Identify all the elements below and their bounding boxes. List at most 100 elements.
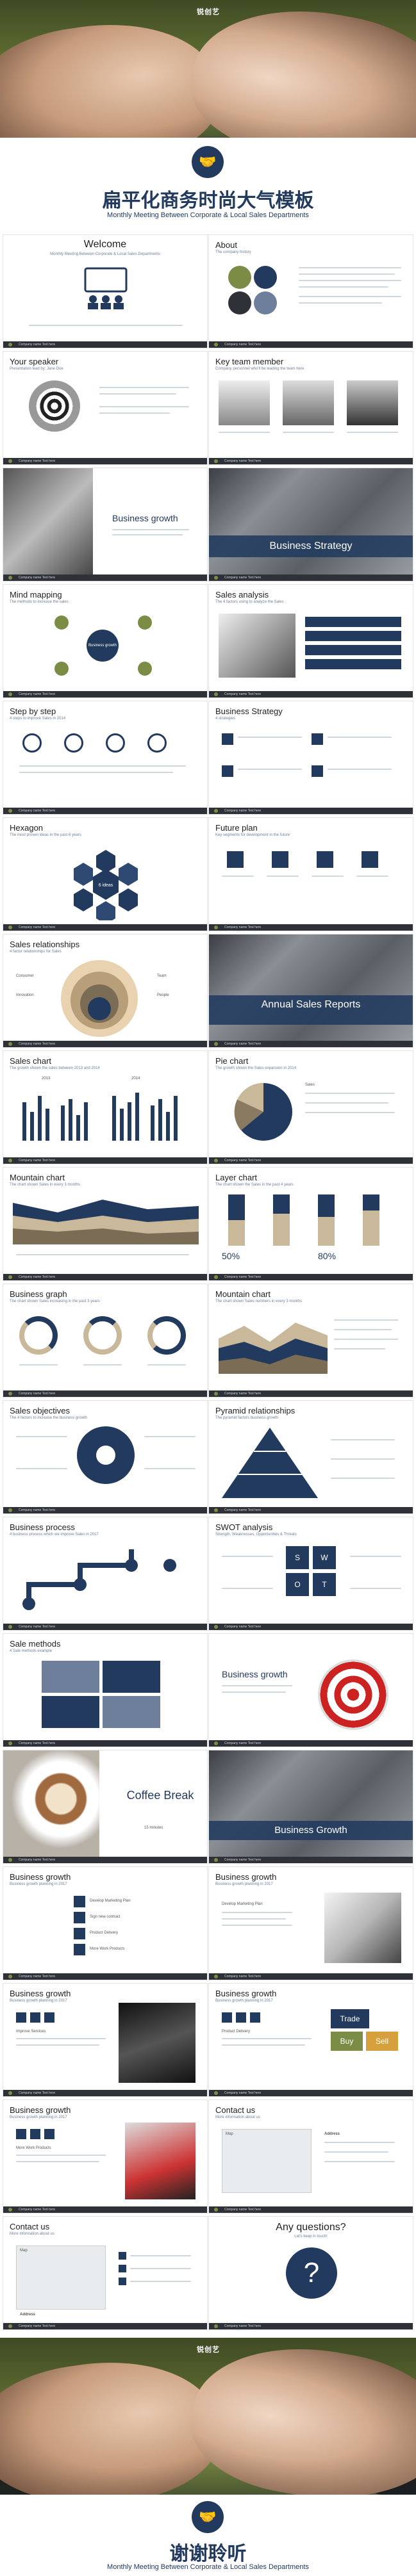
team-photo-3 xyxy=(347,380,398,425)
slide-subtitle: More information about us xyxy=(215,2115,260,2119)
slide-footer: Company name Text here xyxy=(3,691,207,697)
slide-business-growth-gears[interactable]: Business growth Company name Text here xyxy=(3,468,208,582)
slide-mind-mapping[interactable]: Mind mapping The methods to increase the… xyxy=(3,584,208,698)
map xyxy=(16,2246,106,2310)
slide-business-growth-list[interactable]: Business growth Business growth planning… xyxy=(3,1866,208,1980)
slide-key-team[interactable]: Key team member Company personnel who'll… xyxy=(208,351,413,465)
slide-title: Sales relationships xyxy=(10,940,80,949)
banner-title: Annual Sales Reports xyxy=(209,995,413,1025)
slide-subtitle: The 4 factors to increase the business g… xyxy=(10,1416,88,1420)
slide-subtitle: Business growth planning in 2017 xyxy=(10,1999,67,2003)
slide-footer: Company name Text here xyxy=(3,341,207,348)
slide-layer-chart[interactable]: Layer chart The chart shown the Sales in… xyxy=(208,1167,413,1281)
slide-hexagon[interactable]: Hexagon The most proven ideas in the pas… xyxy=(3,817,208,931)
slide-title: Contact us xyxy=(215,2105,256,2115)
slide-footer: Company name Text here xyxy=(209,1624,413,1630)
slide-business-strategy-4[interactable]: Business Strategy 4 strategies Company n… xyxy=(208,701,413,815)
closing-slide: 锐创艺 🤝 谢谢聆听 Monthly Meeting Between Corpo… xyxy=(0,2338,416,2576)
slide-title: Business growth xyxy=(10,2105,71,2115)
slide-pie-chart[interactable]: Pie chart The growth shown the Sales exp… xyxy=(208,1050,413,1164)
slide-title: Sales chart xyxy=(10,1056,52,1066)
slide-title: Business growth xyxy=(10,1872,71,1882)
stat-80: 80% xyxy=(318,1251,337,1261)
slide-footer: Company name Text here xyxy=(3,808,207,814)
slide-title: Step by step xyxy=(10,706,56,716)
slide-title: Business Strategy xyxy=(215,706,283,716)
pyramid-diagram xyxy=(222,1428,318,1498)
slide-subtitle: 4 business process which we improve Sale… xyxy=(10,1533,99,1537)
slide-footer: Company name Text here xyxy=(209,2206,413,2213)
slide-title: Mind mapping xyxy=(10,590,62,599)
slide-future-plan[interactable]: Future plan Key segments for development… xyxy=(208,817,413,931)
slide-title: Welcome xyxy=(83,239,127,250)
slide-sales-chart[interactable]: Sales chart The growth shown the sales b… xyxy=(3,1050,208,1164)
slide-mountain-chart-2[interactable]: Mountain chart The chart shown Sales num… xyxy=(208,1284,413,1398)
slide-contact-us-1[interactable]: Contact us More information about us Map… xyxy=(208,2099,413,2213)
slide-subtitle: Business growth planning in 2017 xyxy=(215,1882,273,1886)
slide-business-growth-keyboard[interactable]: Business growth Business growth planning… xyxy=(208,1983,413,2097)
slide-title: Pie chart xyxy=(215,1056,249,1066)
slide-footer: Company name Text here xyxy=(3,458,207,464)
slide-subtitle: The methods to increase the sales xyxy=(10,600,69,604)
slide-title: Hexagon xyxy=(10,823,44,833)
slide-business-growth-tech[interactable]: Business growth Business growth planning… xyxy=(3,1983,208,2097)
slide-footer: Company name Text here xyxy=(3,1857,207,1863)
slide-footer: Company name Text here xyxy=(209,1740,413,1747)
slide-welcome[interactable]: Welcome Monthly Meeting Between Corporat… xyxy=(3,234,208,348)
building-photo xyxy=(209,468,413,581)
slide-title: Contact us xyxy=(10,2222,50,2231)
slide-business-strategy-banner[interactable]: Business Strategy Company name Text here xyxy=(208,468,413,582)
slide-contact-us-2[interactable]: Contact us More information about us Map… xyxy=(3,2216,208,2330)
slide-footer: Company name Text here xyxy=(209,1973,413,1980)
pie-chart xyxy=(234,1082,292,1141)
stat-50: 50% xyxy=(222,1251,240,1261)
slide-title: Business growth xyxy=(112,513,178,523)
slide-business-process[interactable]: Business process 4 business process whic… xyxy=(3,1517,208,1631)
slide-business-growth-phone[interactable]: Business growth Business growth planning… xyxy=(3,2099,208,2213)
hand-right xyxy=(181,2338,416,2495)
slide-business-graph[interactable]: Business graph The chart shown Sales inc… xyxy=(3,1284,208,1398)
slide-sales-objectives[interactable]: Sales objectives The 4 factors to increa… xyxy=(3,1400,208,1514)
slide-annual-sales[interactable]: Annual Sales Reports Company name Text h… xyxy=(208,934,413,1048)
slide-sales-relationships[interactable]: Sales relationships 4 factor relationshi… xyxy=(3,934,208,1048)
slide-sale-methods[interactable]: Sale methods 4 Sale methods example Comp… xyxy=(3,1633,208,1747)
building-photo xyxy=(209,934,413,1047)
slide-footer: Company name Text here xyxy=(3,2323,207,2329)
slide-sales-analysis[interactable]: Sales analysis The 4 factors using to an… xyxy=(208,584,413,698)
slide-swot[interactable]: SWOT analysis Strength, Weaknesses, Oppo… xyxy=(208,1517,413,1631)
slide-pyramid[interactable]: Pyramid relationships The pyramid factor… xyxy=(208,1400,413,1514)
slide-business-growth-banner[interactable]: Business Growth Company name Text here xyxy=(208,1750,413,1864)
handshake-icon: 🤝 xyxy=(192,146,224,178)
slide-title: Layer chart xyxy=(215,1173,258,1182)
slide-business-growth-hands[interactable]: Business growth Business growth planning… xyxy=(208,1866,413,1980)
slide-title: Mountain chart xyxy=(10,1173,65,1182)
mountain-chart xyxy=(219,1323,328,1374)
slide-subtitle: The growth shown the sales between 2013 … xyxy=(10,1066,100,1070)
slide-subtitle: Company personnel who'll be leading the … xyxy=(215,367,304,371)
slide-title: About xyxy=(215,240,237,250)
slide-title: Any questions? xyxy=(276,2222,346,2233)
slide-step-by-step[interactable]: Step by step 4 steps to improve Sales in… xyxy=(3,701,208,815)
slide-title: Key team member xyxy=(215,357,284,366)
stacked-bar-chart xyxy=(228,1194,379,1246)
slide-subtitle: Business growth planning in 2017 xyxy=(10,2115,67,2119)
coffee-photo xyxy=(3,1750,99,1858)
chess-photo xyxy=(219,614,295,678)
slide-title: Business graph xyxy=(10,1289,67,1299)
tech-photo xyxy=(119,2003,196,2083)
slide-business-growth-darts[interactable]: Business growth Company name Text here xyxy=(208,1633,413,1747)
slide-mountain-chart[interactable]: Mountain chart The chart shown Sales in … xyxy=(3,1167,208,1281)
team-photo-2 xyxy=(283,380,334,425)
slide-footer: Company name Text here xyxy=(3,1041,207,1047)
slide-any-questions[interactable]: Any questions? Let's keep in touch! ? Co… xyxy=(208,2216,413,2330)
cover-slide: 锐创艺 🤝 扁平化商务时尚大气模板 Monthly Meeting Betwee… xyxy=(0,0,416,231)
slide-about[interactable]: About The company history Company name T… xyxy=(208,234,413,348)
building-photo xyxy=(209,1750,413,1863)
slide-title: Sales analysis xyxy=(215,590,269,599)
slide-footer: Company name Text here xyxy=(209,924,413,931)
slide-footer: Company name Text here xyxy=(209,575,413,581)
slide-subtitle: Strength, Weaknesses, Opportunities & Th… xyxy=(215,1533,297,1537)
slide-coffee-break[interactable]: Coffee Break 15 minutes Company name Tex… xyxy=(3,1750,208,1864)
slide-your-speaker[interactable]: Your speaker Presentation lead by: Jane … xyxy=(3,351,208,465)
